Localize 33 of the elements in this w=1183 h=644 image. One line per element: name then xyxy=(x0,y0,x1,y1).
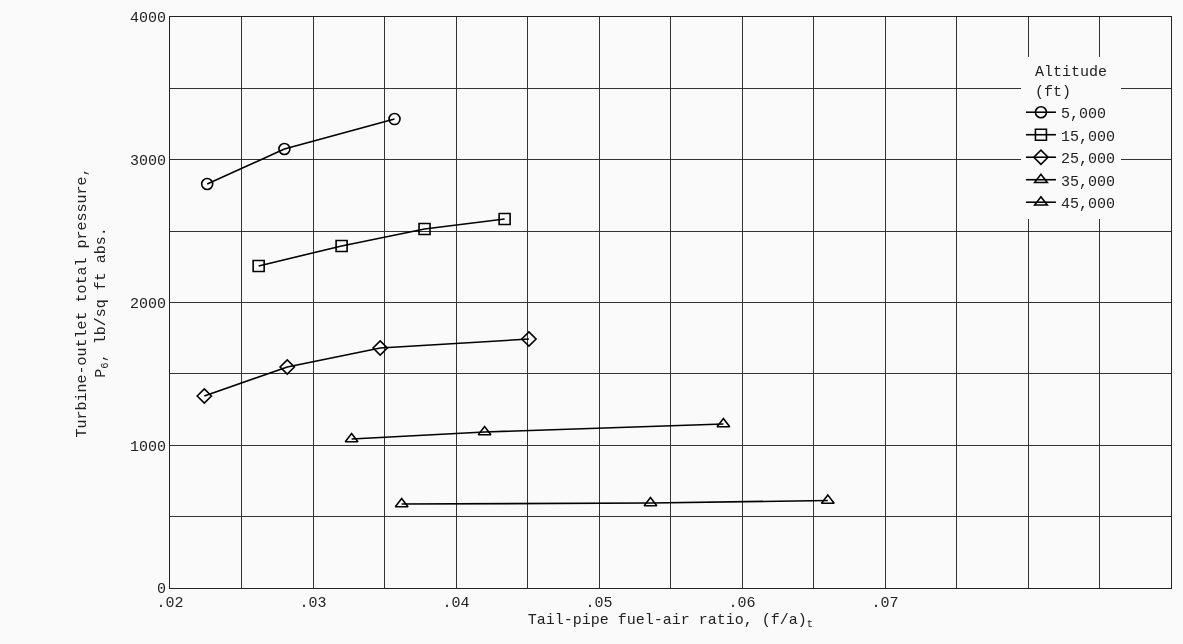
point xyxy=(335,239,348,253)
y-tick-label: 1000 xyxy=(129,438,166,456)
y-tick-label: 2000 xyxy=(129,295,166,313)
point xyxy=(279,359,296,375)
legend-label: 5,000 xyxy=(1060,106,1106,124)
y-tick-label: 4000 xyxy=(129,10,166,28)
legend-label: 35,000 xyxy=(1060,173,1115,191)
legend-label: 25,000 xyxy=(1060,151,1115,169)
legend-title: Altitude (ft) xyxy=(1034,64,1107,101)
x-tick-label: .07 xyxy=(871,595,899,612)
point xyxy=(520,331,537,347)
point xyxy=(372,340,389,356)
y-tick-label: 3000 xyxy=(129,153,166,170)
point xyxy=(498,212,511,226)
point xyxy=(252,259,265,273)
point xyxy=(388,112,401,126)
legend-label: 45,000 xyxy=(1060,196,1115,214)
point xyxy=(716,417,731,428)
point xyxy=(200,177,214,191)
x-axis-title: Tail-pipe fuel-air ratio, (f/a)$_{t}$ xyxy=(527,612,814,631)
point xyxy=(196,388,213,404)
point xyxy=(643,496,658,507)
point xyxy=(418,222,431,236)
x-tick-label: .03 xyxy=(299,595,327,612)
x-tick-label: .04 xyxy=(442,595,470,612)
point xyxy=(278,142,291,156)
x-tick-label: .05 xyxy=(585,595,613,612)
point xyxy=(477,425,492,436)
legend-label: 15,000 xyxy=(1060,128,1115,146)
point xyxy=(394,497,409,508)
point xyxy=(820,494,835,505)
x-tick-label: .06 xyxy=(728,595,756,612)
point xyxy=(344,432,359,443)
